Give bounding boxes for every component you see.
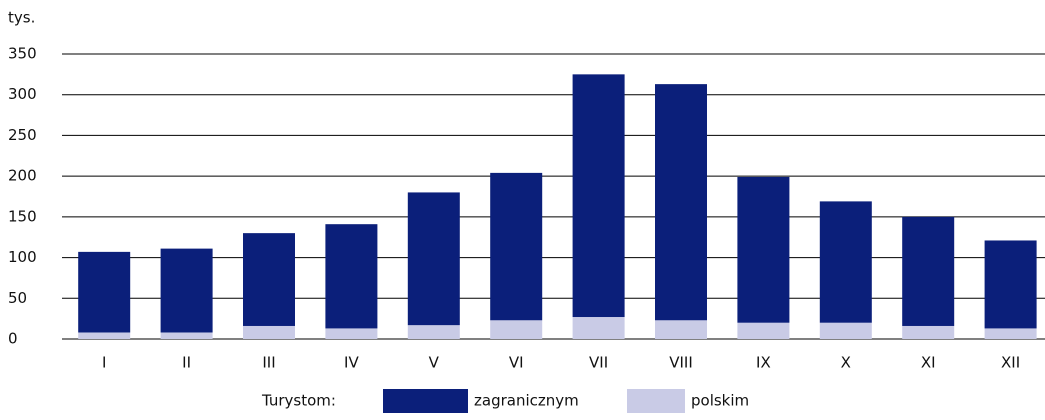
bar-segment (572, 74, 625, 318)
bar-segment (737, 176, 790, 323)
bar-segment (984, 240, 1037, 329)
bar-segment (984, 328, 1037, 339)
bar-segment (655, 84, 707, 321)
bar-segment (78, 332, 131, 339)
y-tick-label: 150 (8, 207, 37, 225)
legend-title: Turystom: (261, 392, 336, 410)
x-tick-label: VI (509, 354, 524, 372)
bar-segment (325, 224, 378, 329)
bar-segment (490, 320, 543, 339)
bar-segment (490, 172, 543, 321)
bar-segment (819, 322, 872, 339)
bar-segment (655, 320, 707, 339)
bar-segment (902, 216, 955, 326)
bar-segment (78, 251, 131, 333)
legend-label: polskim (691, 392, 749, 410)
x-tick-label: X (841, 354, 851, 372)
y-tick-label: 0 (8, 330, 18, 348)
bar-segment (160, 332, 213, 339)
y-tick-label: 100 (8, 248, 37, 266)
legend-swatch (627, 389, 685, 413)
bar-segment (160, 248, 213, 333)
legend-swatch (383, 389, 468, 413)
y-tick-label: 300 (8, 85, 37, 103)
x-tick-label: V (429, 354, 440, 372)
x-tick-label: IX (756, 354, 771, 372)
x-tick-label: VIII (669, 354, 693, 372)
x-tick-label: I (102, 354, 106, 372)
bar-segment (819, 201, 872, 323)
y-tick-label: 350 (8, 45, 37, 63)
x-tick-label: VII (589, 354, 608, 372)
x-tick-label: III (262, 354, 275, 372)
bar-segment (737, 322, 790, 339)
bar-segment (407, 192, 460, 326)
bar-segment (407, 325, 460, 339)
y-tick-label: 250 (8, 126, 37, 144)
y-unit: tys. (8, 9, 35, 27)
bar-segment (243, 233, 295, 326)
bar-segment (902, 325, 955, 339)
y-tick-label: 50 (8, 289, 27, 307)
legend-label: zagranicznym (474, 392, 579, 410)
bar-segment (243, 325, 295, 339)
x-tick-label: IV (344, 354, 359, 372)
x-tick-label: XII (1001, 354, 1020, 372)
bar-segment (325, 328, 378, 339)
x-tick-label: II (182, 354, 191, 372)
y-tick-label: 200 (8, 167, 37, 185)
x-tick-label: XI (921, 354, 936, 372)
bar-segment (572, 317, 625, 339)
